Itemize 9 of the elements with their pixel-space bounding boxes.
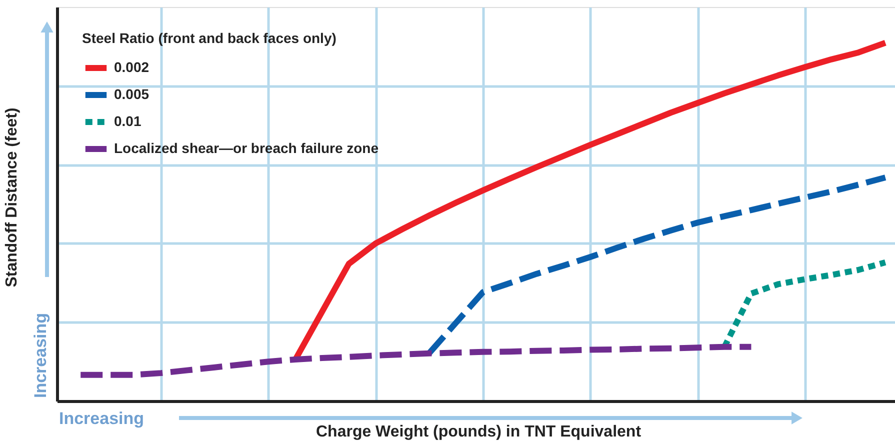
- legend-label: 0.01: [114, 113, 142, 129]
- text: Increasing: [31, 312, 50, 398]
- legend-label: 0.002: [114, 59, 150, 75]
- text: Increasing: [59, 409, 144, 428]
- x-axis-title: Charge Weight (pounds) in TNT Equivalent: [316, 424, 642, 440]
- legend-label: 0.005: [114, 86, 150, 102]
- legend-label: Localized shear—or breach failure zone: [114, 140, 379, 156]
- y-axis-title: Standoff Distance (feet): [4, 108, 20, 288]
- legend-title: Steel Ratio (front and back faces only): [82, 30, 336, 46]
